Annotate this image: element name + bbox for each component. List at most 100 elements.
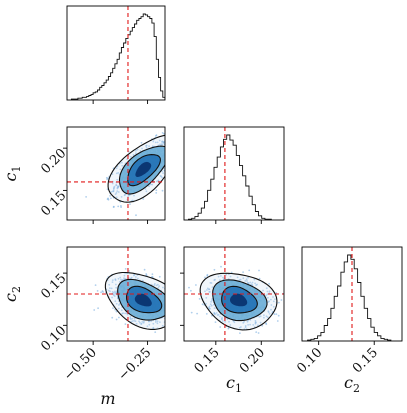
sample-point [110,287,113,290]
sample-point [190,289,192,292]
sample-point [120,226,122,228]
sample-point [265,323,268,326]
sample-point [210,300,213,303]
sample-point [167,147,169,149]
sample-point [229,275,232,278]
sample-point [165,154,167,156]
sample-point [155,189,158,192]
sample-point [214,321,217,323]
sample-point [105,176,108,179]
sample-point [155,284,158,287]
sample-point [117,205,120,208]
sample-point [151,276,154,278]
sample-point [145,146,148,149]
sample-point [148,320,150,323]
sample-point [170,145,172,147]
sample-point [280,299,283,301]
sample-point [168,148,170,150]
sample-point [181,319,183,321]
sample-point [211,298,214,300]
sample-point [261,324,264,327]
sample-point [106,178,109,181]
sample-point [201,303,204,306]
sample-point [275,292,278,294]
sample-point [268,282,270,285]
sample-point [168,309,170,311]
sample-point [206,289,208,291]
sample-point [219,279,221,282]
sample-point [263,316,265,319]
sample-point [151,183,154,186]
sample-point [166,151,168,153]
histogram-c1 [188,134,272,220]
x-tick-label: 0.15 [350,345,381,376]
sample-point [160,175,163,178]
sample-point [111,316,114,319]
sample-point [155,192,158,194]
sample-point [120,309,123,312]
sample-point [162,286,164,289]
sample-point [221,320,224,322]
sample-point [174,157,176,159]
sample-point [97,307,99,310]
sample-point [136,148,139,151]
sample-point [239,332,241,334]
y-tick-label: 0.15 [38,271,69,302]
sample-point [152,322,155,325]
sample-point [238,326,241,329]
sample-point [148,145,151,148]
density-fill [135,161,152,177]
sample-point [167,167,169,169]
sample-point [135,149,137,152]
sample-point [115,302,118,305]
sample-point [167,165,169,167]
sample-point [195,284,197,286]
sample-point [154,321,157,323]
sample-point [251,281,254,284]
sample-point [121,161,123,164]
sample-point [154,331,157,333]
sample-point [119,276,122,279]
histogram-c2 [307,254,392,341]
sample-point [175,148,177,150]
sample-point [225,273,228,276]
sample-point [100,291,102,294]
x-axis-label-m: m [100,389,115,408]
density-fill [134,293,152,307]
sample-point [174,147,176,149]
y-axis-label-c2: c2 [1,286,23,302]
sample-point [157,179,160,182]
sample-point [157,286,160,289]
sample-point [257,324,259,327]
sample-point [125,312,128,315]
sample-point [115,196,118,199]
sample-point [167,318,169,320]
sample-point [118,304,120,306]
panel-frame [183,126,285,221]
sample-point [168,164,170,166]
sample-point [165,279,167,281]
sample-point [244,326,247,329]
sample-point [244,325,247,327]
contour-line [199,272,278,331]
sample-point [118,316,120,319]
sample-point [146,325,149,328]
sample-point [277,314,280,317]
sample-point [278,301,280,304]
sample-point [124,323,127,325]
sample-point [270,304,273,306]
marginal-panel-c2 [301,246,403,345]
sample-point [135,152,137,155]
sample-point [180,307,182,309]
sample-point [205,302,207,305]
sample-point [130,155,132,158]
sample-point [255,331,258,333]
joint-content [184,247,284,341]
sample-point [174,339,176,341]
sample-point [254,320,257,322]
sample-point [190,311,193,314]
sample-point [242,277,245,280]
sample-point [233,321,236,324]
sample-point [165,307,167,309]
sample-point [255,284,257,286]
